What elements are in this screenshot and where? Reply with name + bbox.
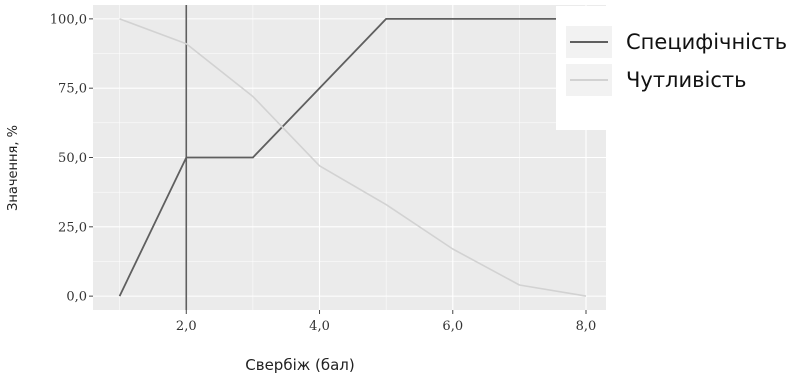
y-tick-label: 0,0 [66,290,87,305]
series-line-1 [118,17,586,297]
y-tick-label: 25,0 [58,220,87,235]
y-tick-label: 75,0 [58,82,87,97]
x-tick-label: 6,0 [442,319,463,334]
legend-label: Чутливість [626,68,747,92]
x-axis-label: Свербіж (бал) [245,356,355,374]
series-line-2 [119,18,587,297]
x-tick-label: 2,0 [176,319,197,334]
legend: Специфічність Чутливість [556,6,811,130]
x-tick-label: 4,0 [309,319,330,334]
y-axis: 0,0 25,0 50,0 75,0 100,0 [50,12,93,305]
x-tick-label: 8,0 [576,319,597,334]
legend-label: Специфічність [626,30,787,54]
y-tick-label: 100,0 [50,12,87,27]
y-axis-label: Значення, % [6,125,21,211]
y-tick-label: 50,0 [58,151,87,166]
x-axis: 2,0 4,0 6,0 8,0 [176,310,596,334]
series-layer [118,17,587,297]
